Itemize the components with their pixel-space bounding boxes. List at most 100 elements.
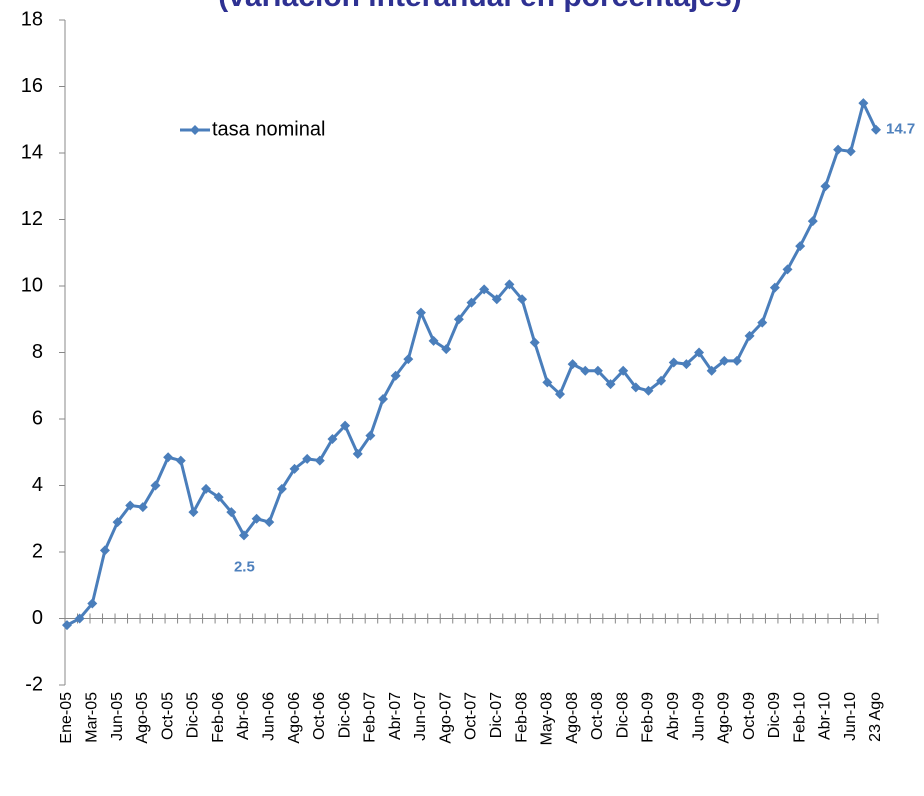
point-marker xyxy=(542,377,553,388)
x-tick-label: Abr-06 xyxy=(235,692,252,740)
point-marker xyxy=(415,307,426,318)
x-tick-label: Jun-10 xyxy=(842,692,859,741)
x-tick-label: May-08 xyxy=(539,692,556,745)
point-marker xyxy=(340,420,351,431)
x-tick-label: Ene-05 xyxy=(58,692,75,744)
x-tick-label: Oct-05 xyxy=(159,692,176,740)
x-tick-label: 23 Ago xyxy=(867,692,884,742)
point-marker xyxy=(694,347,705,358)
x-tick-label: Mar-05 xyxy=(84,692,101,743)
y-tick-label: -2 xyxy=(25,673,43,695)
y-tick-label: 14 xyxy=(21,141,43,163)
x-tick-label: Abr-09 xyxy=(665,692,682,740)
point-marker xyxy=(150,480,161,491)
point-marker xyxy=(213,492,224,503)
point-marker xyxy=(580,365,591,376)
x-tick-label: Ago-09 xyxy=(716,692,733,744)
point-marker xyxy=(226,507,237,518)
point-marker xyxy=(630,382,641,393)
y-tick-label: 2 xyxy=(32,540,43,562)
point-marker xyxy=(163,452,174,463)
point-marker xyxy=(479,284,490,295)
y-tick-label: 8 xyxy=(32,341,43,363)
x-tick-label: Jun-06 xyxy=(260,692,277,741)
point-marker xyxy=(529,337,540,348)
point-marker xyxy=(403,354,414,365)
x-tick-label: Abr-10 xyxy=(817,692,834,740)
point-marker xyxy=(871,124,881,135)
y-tick-label: 0 xyxy=(32,607,43,629)
y-tick-label: 18 xyxy=(21,8,43,30)
point-marker xyxy=(618,365,629,376)
x-tick-label: Feb-08 xyxy=(513,692,530,743)
x-tick-label: Dic-06 xyxy=(336,692,353,738)
legend-label: tasa nominal xyxy=(212,118,325,140)
point-marker xyxy=(668,357,679,368)
x-tick-label: Jun-07 xyxy=(412,692,429,741)
x-tick-label: Dic-05 xyxy=(185,692,202,738)
y-tick-label: 10 xyxy=(21,274,43,296)
point-marker xyxy=(782,264,793,275)
point-marker xyxy=(643,385,654,396)
point-marker xyxy=(289,463,300,474)
point-marker xyxy=(137,502,148,513)
point-marker xyxy=(175,455,186,466)
point-marker xyxy=(491,294,502,305)
x-tick-label: Feb-09 xyxy=(640,692,657,743)
point-marker xyxy=(264,517,275,528)
point-marker xyxy=(656,375,667,386)
x-tick-label: Ago-08 xyxy=(564,692,581,744)
point-marker xyxy=(74,613,85,624)
point-marker xyxy=(62,620,72,631)
point-marker xyxy=(567,359,578,370)
y-tick-label: 4 xyxy=(32,474,43,496)
point-marker xyxy=(833,144,844,155)
point-marker xyxy=(188,507,199,518)
x-tick-label: Jun-05 xyxy=(109,692,126,741)
point-marker xyxy=(769,282,780,293)
x-tick-label: Feb-06 xyxy=(210,692,227,743)
x-tick-label: Dic-09 xyxy=(766,692,783,738)
point-marker xyxy=(731,355,742,366)
x-tick-label: Oct-06 xyxy=(311,692,328,740)
x-tick-label: Dic-07 xyxy=(488,692,505,738)
point-marker xyxy=(554,389,565,400)
point-marker xyxy=(428,335,439,346)
point-marker xyxy=(201,483,212,494)
point-marker xyxy=(681,359,692,370)
point-marker xyxy=(365,430,376,441)
x-tick-label: Feb-10 xyxy=(791,692,808,743)
point-marker xyxy=(605,379,616,390)
x-tick-label: Feb-07 xyxy=(362,692,379,743)
point-marker xyxy=(820,181,831,192)
point-marker xyxy=(858,98,869,109)
point-marker xyxy=(314,455,325,466)
point-marker xyxy=(744,330,755,341)
point-marker xyxy=(807,216,818,227)
point-marker xyxy=(517,294,528,305)
point-marker xyxy=(125,500,136,511)
data-label: 2.5 xyxy=(234,558,255,575)
point-marker xyxy=(352,448,363,459)
point-marker xyxy=(238,530,249,541)
point-marker xyxy=(719,355,730,366)
point-marker xyxy=(327,433,338,444)
chart-title: (variación interanual en porcentajes) xyxy=(218,0,742,13)
x-tick-label: Abr-07 xyxy=(387,692,404,740)
x-tick-label: Jun-09 xyxy=(690,692,707,741)
series-line xyxy=(66,101,878,627)
x-tick-label: Oct-08 xyxy=(589,692,606,740)
x-tick-label: Ago-06 xyxy=(286,692,303,744)
point-marker xyxy=(757,317,768,328)
x-tick-label: Dic-08 xyxy=(614,692,631,738)
point-marker xyxy=(706,365,717,376)
point-marker xyxy=(390,370,401,381)
point-marker xyxy=(276,483,287,494)
point-marker xyxy=(87,598,98,609)
point-marker xyxy=(845,146,856,157)
point-marker xyxy=(504,279,515,290)
x-tick-label: Oct-07 xyxy=(463,692,480,740)
point-marker xyxy=(112,517,123,528)
x-tick-label: Oct-09 xyxy=(741,692,758,740)
point-marker xyxy=(378,394,389,405)
